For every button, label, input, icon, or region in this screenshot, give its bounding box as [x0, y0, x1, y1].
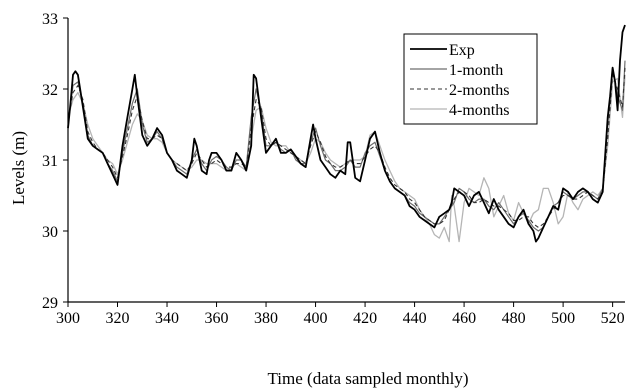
series-line-2-months	[67, 67, 626, 228]
y-tick-label: 33	[42, 11, 58, 28]
x-tick-label: 360	[205, 310, 229, 327]
x-tick-label: 300	[56, 310, 80, 327]
legend-label: Exp	[449, 42, 475, 59]
series-line-1-month	[67, 60, 626, 232]
y-tick-label: 32	[42, 82, 58, 99]
x-tick-label: 500	[551, 310, 575, 327]
y-tick-label: 31	[42, 153, 58, 170]
series-layer	[67, 24, 626, 243]
y-tick-label: 29	[42, 295, 58, 312]
y-tick-label: 30	[42, 224, 58, 241]
legend: Exp 1-month 2-months 4-months	[403, 33, 538, 125]
x-tick-label: 420	[353, 310, 377, 327]
x-tick-label: 340	[155, 310, 179, 327]
y-ticks: 29 30 31 32 33	[42, 11, 68, 312]
x-tick-label: 400	[304, 310, 328, 327]
series-line-exp	[67, 24, 626, 243]
y-axis-title: Levels (m)	[9, 131, 28, 205]
legend-label: 2-months	[449, 82, 509, 99]
x-tick-label: 520	[601, 310, 625, 327]
legend-label: 4-months	[449, 102, 509, 119]
x-tick-label: 440	[403, 310, 427, 327]
x-tick-label: 320	[106, 310, 130, 327]
legend-label: 1-month	[449, 62, 503, 79]
x-tick-label: 460	[452, 310, 476, 327]
x-tick-label: 480	[502, 310, 526, 327]
legend-items: Exp 1-month 2-months 4-months	[410, 42, 509, 119]
x-axis-title: Time (data sampled monthly)	[268, 369, 469, 388]
x-ticks: 300 320 340 360 380 400 420 440 460 480 500 520	[56, 302, 625, 327]
x-tick-label: 380	[254, 310, 278, 327]
